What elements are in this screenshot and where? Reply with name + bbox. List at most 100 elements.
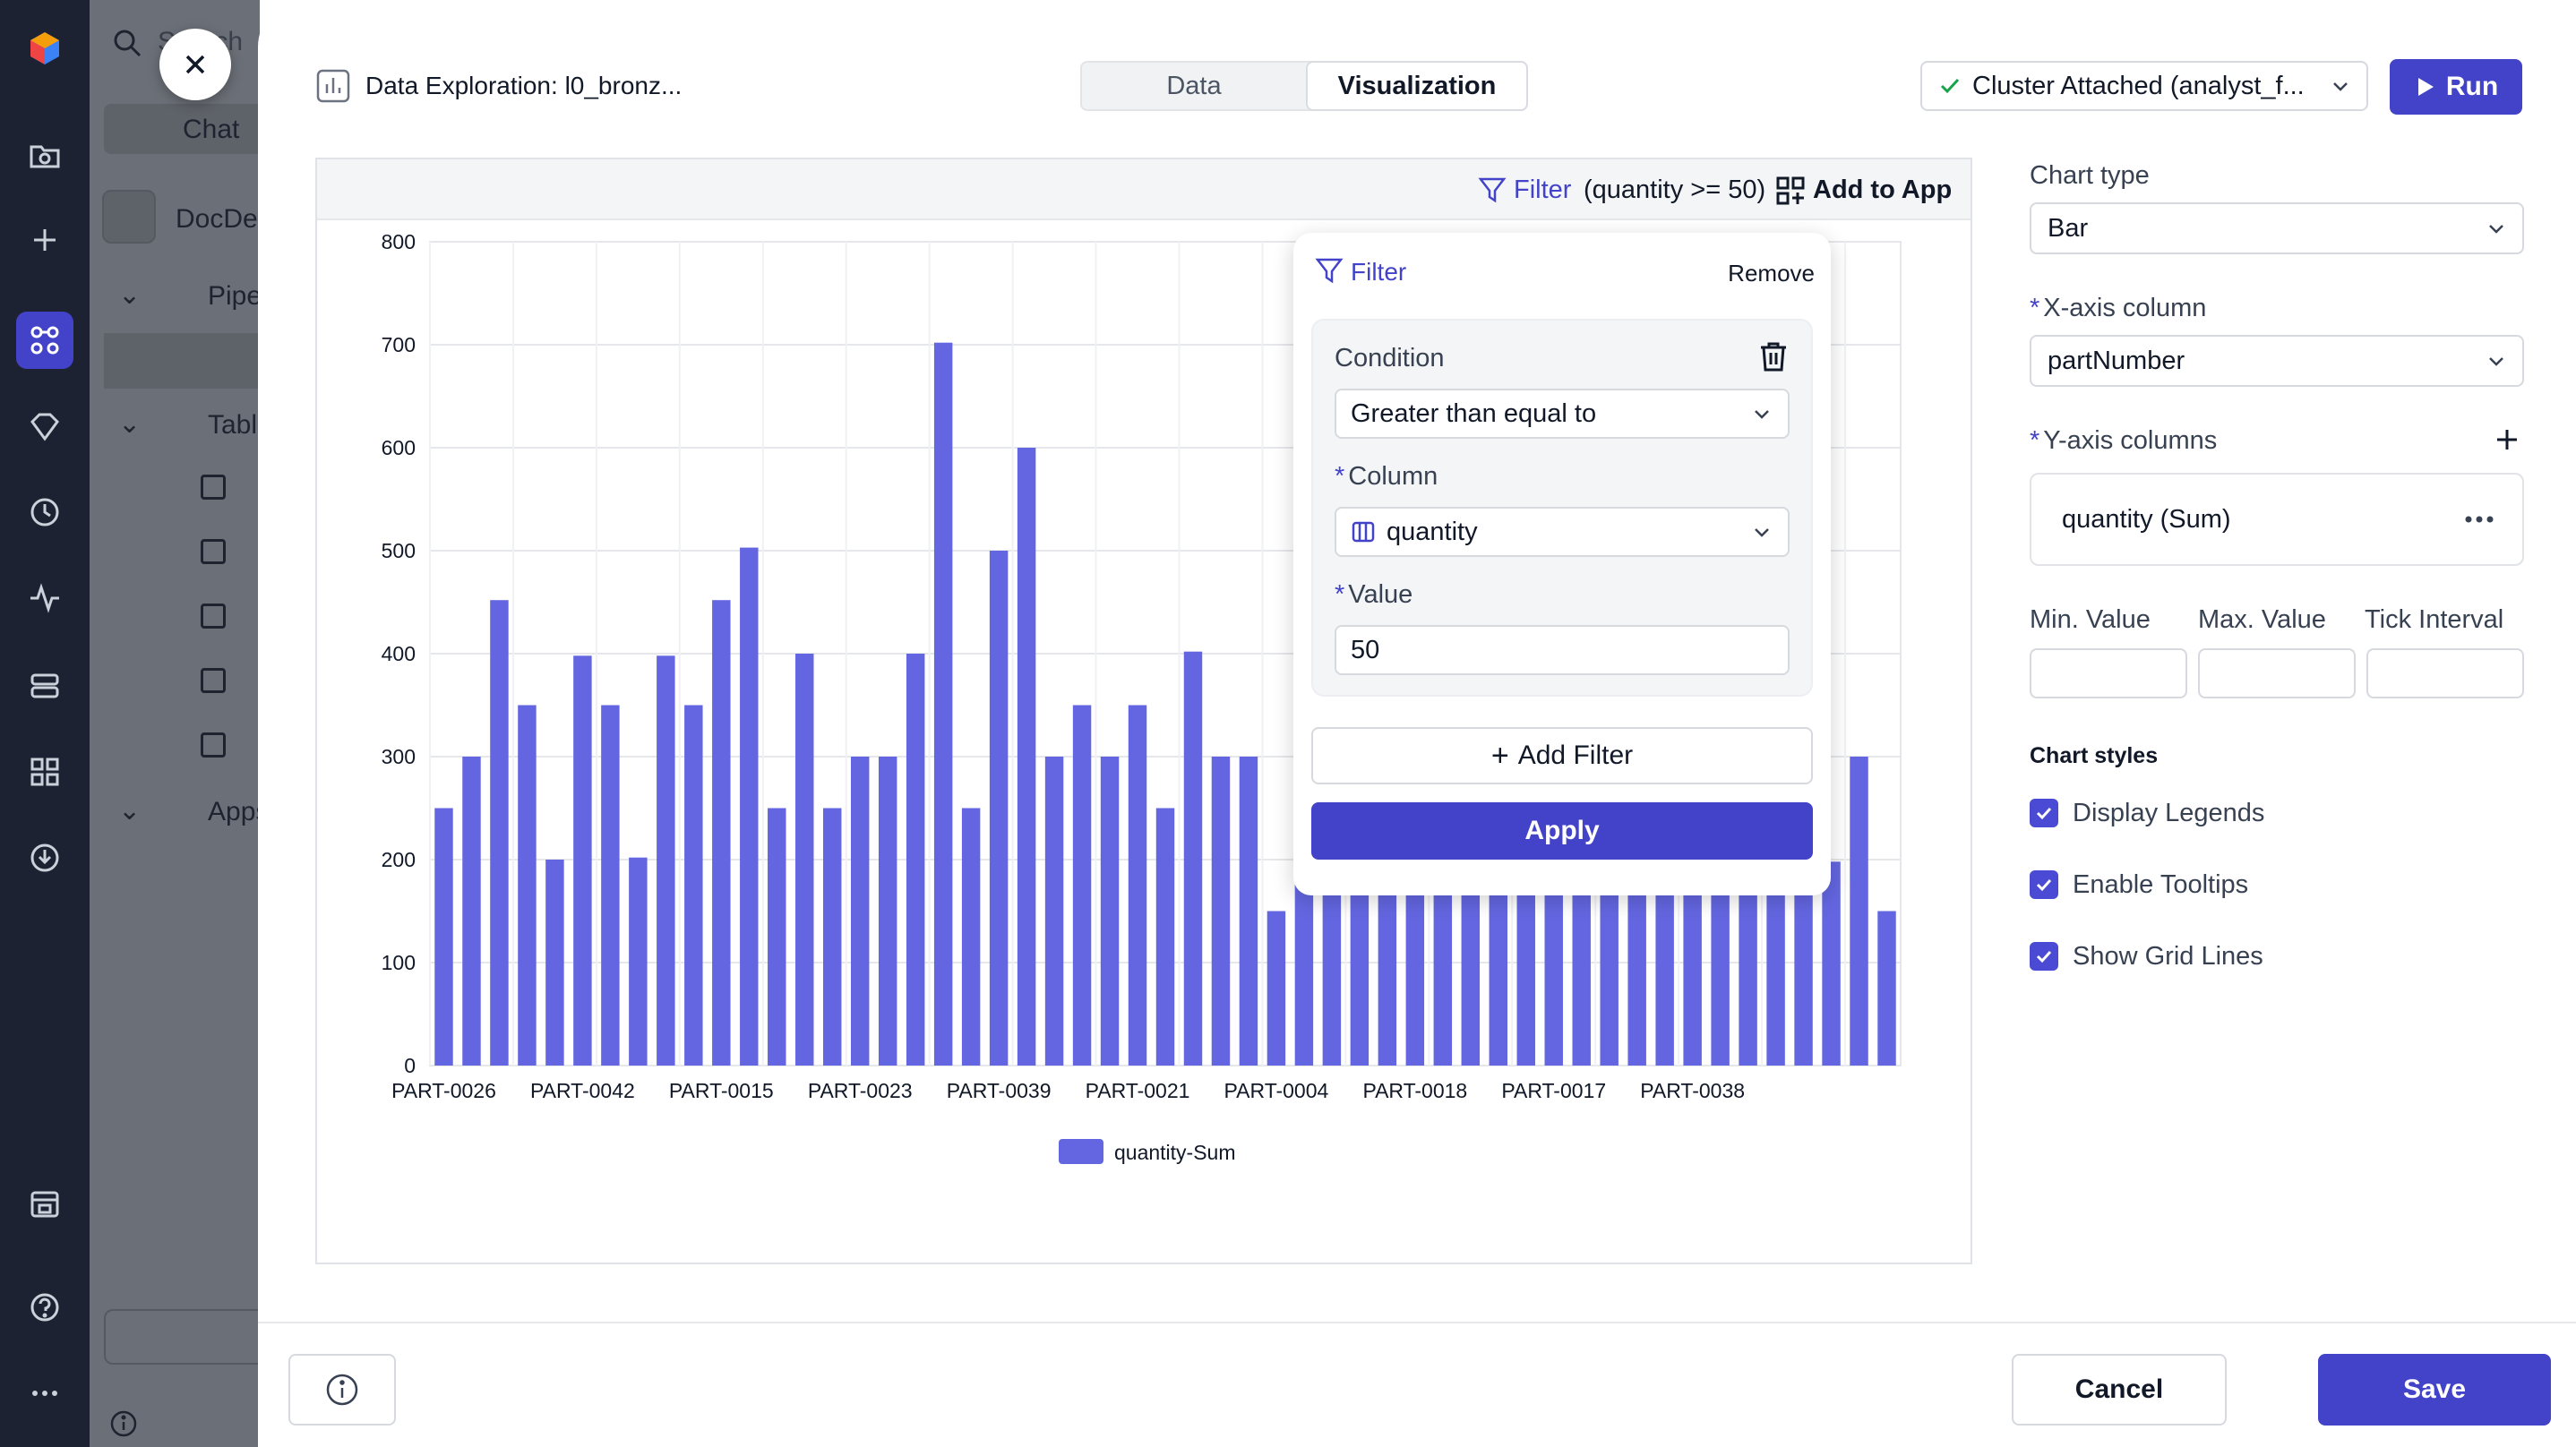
info-icon[interactable]: [109, 1409, 138, 1438]
bar: [740, 547, 759, 1066]
bar: [933, 342, 953, 1066]
trash-icon[interactable]: [1756, 338, 1791, 374]
x-tick-label: PART-0017: [1501, 1079, 1606, 1102]
chat-tab[interactable]: Chat: [104, 104, 260, 154]
filter-popover: Filter Remove Condition Greater than equ…: [1293, 233, 1831, 895]
condition-label: Condition: [1335, 344, 1445, 372]
save-button[interactable]: Save: [2318, 1354, 2551, 1426]
legend-label: quantity-Sum: [1114, 1141, 1236, 1164]
clock-icon[interactable]: [16, 484, 73, 541]
show-grid-lines-checkbox[interactable]: [2030, 942, 2058, 971]
plus-icon[interactable]: [16, 211, 73, 269]
bar: [1044, 757, 1064, 1066]
download-icon[interactable]: [16, 829, 73, 886]
y-tick-label: 700: [382, 333, 416, 356]
run-label: Run: [2445, 72, 2499, 101]
condition-select[interactable]: Greater than equal to: [1335, 389, 1790, 439]
display-legends-checkbox[interactable]: [2030, 799, 2058, 827]
more-icon[interactable]: [16, 1365, 73, 1422]
play-icon: [2417, 78, 2434, 96]
bar: [573, 655, 592, 1066]
min-value-input[interactable]: [2030, 648, 2187, 698]
x-axis-value: partNumber: [2048, 346, 2185, 375]
condition-value: Greater than equal to: [1351, 398, 1597, 428]
bar: [850, 757, 870, 1066]
y-axis-item[interactable]: quantity (Sum): [2030, 473, 2524, 566]
enable-tooltips-checkbox[interactable]: [2030, 870, 2058, 899]
bar: [629, 857, 648, 1066]
apply-button[interactable]: Apply: [1311, 802, 1813, 860]
activity-icon[interactable]: [16, 569, 73, 627]
pipelines-icon[interactable]: [16, 312, 73, 369]
bar: [1155, 808, 1175, 1066]
more-options-icon[interactable]: [2463, 509, 2495, 530]
add-to-app-button[interactable]: Add to App: [1813, 176, 1953, 204]
bar: [490, 600, 509, 1066]
filter-button[interactable]: Filter: [1514, 176, 1572, 204]
chevron-down-icon[interactable]: ⌄: [118, 796, 142, 826]
selected-pipeline-row[interactable]: [104, 333, 260, 389]
chevron-down-icon: [1755, 528, 1769, 537]
y-tick-label: 400: [382, 642, 416, 665]
column-select[interactable]: quantity: [1335, 507, 1790, 557]
bar: [545, 860, 564, 1066]
y-tick-label: 500: [382, 539, 416, 562]
info-button[interactable]: [288, 1354, 396, 1426]
bar: [1100, 757, 1120, 1066]
filter-condition-card: Condition Greater than equal to * Column …: [1311, 319, 1813, 697]
chat-input[interactable]: [104, 1309, 260, 1365]
bar-chart-icon: [316, 69, 350, 103]
x-axis-select[interactable]: partNumber: [2030, 335, 2524, 387]
enable-tooltips-label: Enable Tooltips: [2073, 870, 2249, 899]
apps-grid-icon[interactable]: [16, 743, 73, 801]
folder-search-icon[interactable]: [16, 125, 73, 183]
cancel-button[interactable]: Cancel: [2012, 1354, 2227, 1426]
tick-interval-input[interactable]: [2366, 648, 2524, 698]
close-button[interactable]: [159, 29, 231, 100]
project-label: DocDen: [176, 204, 260, 234]
tab-data[interactable]: Data: [1166, 71, 1222, 100]
bar: [518, 705, 537, 1066]
check-icon: [2036, 807, 2052, 820]
view-tabs: Data Visualization: [1080, 61, 1528, 111]
search-icon: [114, 30, 142, 57]
add-filter-button[interactable]: + Add Filter: [1311, 727, 1813, 784]
page-title: Data Exploration: l0_bronz...: [365, 72, 683, 99]
check-icon: [2036, 878, 2052, 892]
apps-label: Apps: [208, 797, 260, 826]
x-tick-label: PART-0039: [947, 1079, 1052, 1102]
x-tick-label: PART-0038: [1640, 1079, 1745, 1102]
bar: [961, 808, 981, 1066]
chevron-down-icon[interactable]: ⌄: [118, 280, 142, 310]
y-tick-label: 600: [382, 436, 416, 459]
chevron-down-icon: [2489, 357, 2503, 366]
gem-icon[interactable]: [16, 398, 73, 455]
chat-label: Chat: [183, 115, 240, 144]
bar: [906, 654, 925, 1066]
check-icon: [1940, 78, 1960, 94]
add-filter-label: Add Filter: [1517, 741, 1634, 770]
add-y-column-icon[interactable]: [2494, 426, 2520, 453]
help-icon[interactable]: [16, 1279, 73, 1336]
tab-visualization[interactable]: Visualization: [1306, 61, 1528, 111]
chevron-down-icon[interactable]: ⌄: [118, 409, 142, 439]
column-icon: [1352, 521, 1375, 543]
run-button[interactable]: Run: [2390, 59, 2522, 115]
remove-filter-button[interactable]: Remove: [1728, 260, 1815, 287]
table-icon: [201, 539, 226, 564]
bar: [712, 600, 731, 1066]
filter-summary: (quantity >= 50): [1584, 176, 1766, 204]
max-value-input[interactable]: [2198, 648, 2356, 698]
min-value-label: Min. Value: [2030, 605, 2151, 634]
cluster-select[interactable]: Cluster Attached (analyst_f...: [1920, 61, 2368, 111]
legend-swatch: [1059, 1139, 1103, 1164]
plus-icon: +: [1490, 738, 1509, 773]
server-icon[interactable]: [16, 657, 73, 715]
chart-styles-title: Chart styles: [2030, 743, 2159, 768]
chart-type-select[interactable]: Bar: [2030, 202, 2524, 254]
chart-type-label: Chart type: [2030, 161, 2150, 190]
cluster-label: Cluster Attached (analyst_f...: [1972, 71, 2305, 100]
value-input[interactable]: 50: [1335, 625, 1790, 675]
calendar-icon[interactable]: [16, 1175, 73, 1232]
app-logo-icon[interactable]: [16, 20, 73, 77]
